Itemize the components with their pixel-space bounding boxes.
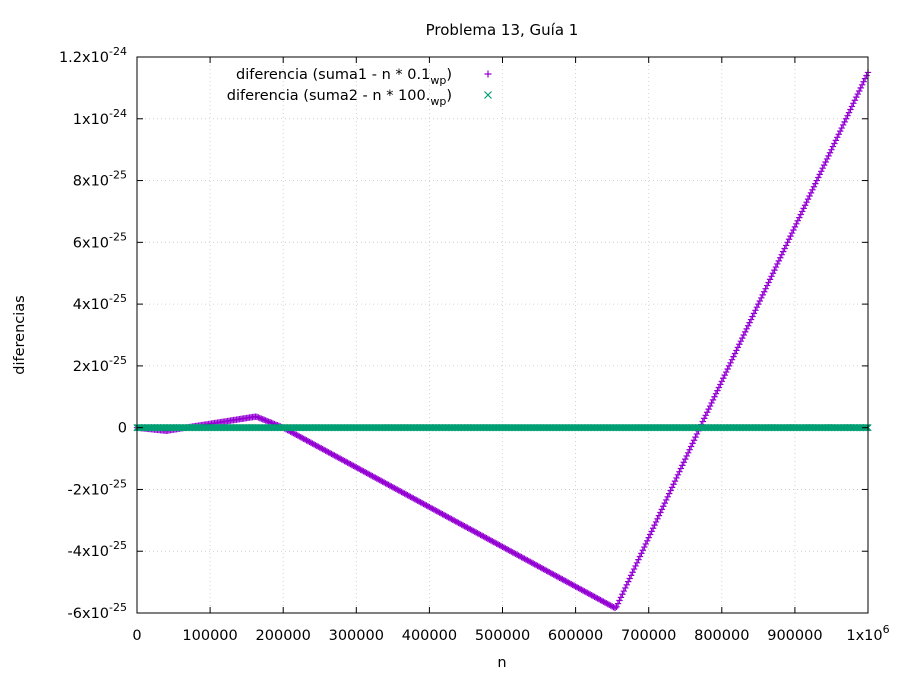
legend-label-1: diferencia (suma1 - n * 0.1wp) [236,67,452,87]
y-tick-label: 1x10-24 [73,107,127,128]
x-tick-label: 500000 [475,628,530,644]
legend-marker-2 [484,91,492,99]
y-tick-label: 0 [118,421,127,437]
x-tick-label: 900000 [767,628,822,644]
x-tick-label: 700000 [621,628,676,644]
x-tick-label: 100000 [182,628,237,644]
y-tick-label: 2x10-25 [73,354,127,375]
legend-label-2: diferencia (suma2 - n * 100.wp) [227,88,452,108]
x-tick-label: 200000 [256,628,311,644]
tick-layer [136,56,869,614]
x-tick-label: 300000 [329,628,384,644]
y-tick-label: 1.2x10-24 [59,45,127,66]
series-2-markers [133,424,872,432]
series-2 [133,424,872,432]
y-tick-label: -2x10-25 [68,477,127,498]
grid-layer [137,57,868,613]
y-tick-label: 4x10-25 [73,292,127,313]
y-tick-label: 6x10-25 [73,230,127,251]
x-tick-label: 0 [132,628,141,644]
chart-title: Problema 13, Guía 1 [426,21,579,39]
x-axis-label: n [497,655,506,671]
x-tick-label: 600000 [548,628,603,644]
tick-label-layer: 0 100000 200000 300000 400000 500000 600000 700… [59,45,890,644]
x-tick-label: 400000 [402,628,457,644]
legend: diferencia (suma1 - n * 0.1wp)diferencia… [227,67,492,108]
y-axis-label: diferencias [12,295,28,374]
legend-marker-1 [484,70,492,78]
x-tick-label: 800000 [694,628,749,644]
y-tick-label: -4x10-25 [68,539,127,560]
y-tick-label: 8x10-25 [73,169,127,190]
x-tick-label: 1x106 [846,623,889,644]
y-tick-label: -6x10-25 [68,601,127,622]
